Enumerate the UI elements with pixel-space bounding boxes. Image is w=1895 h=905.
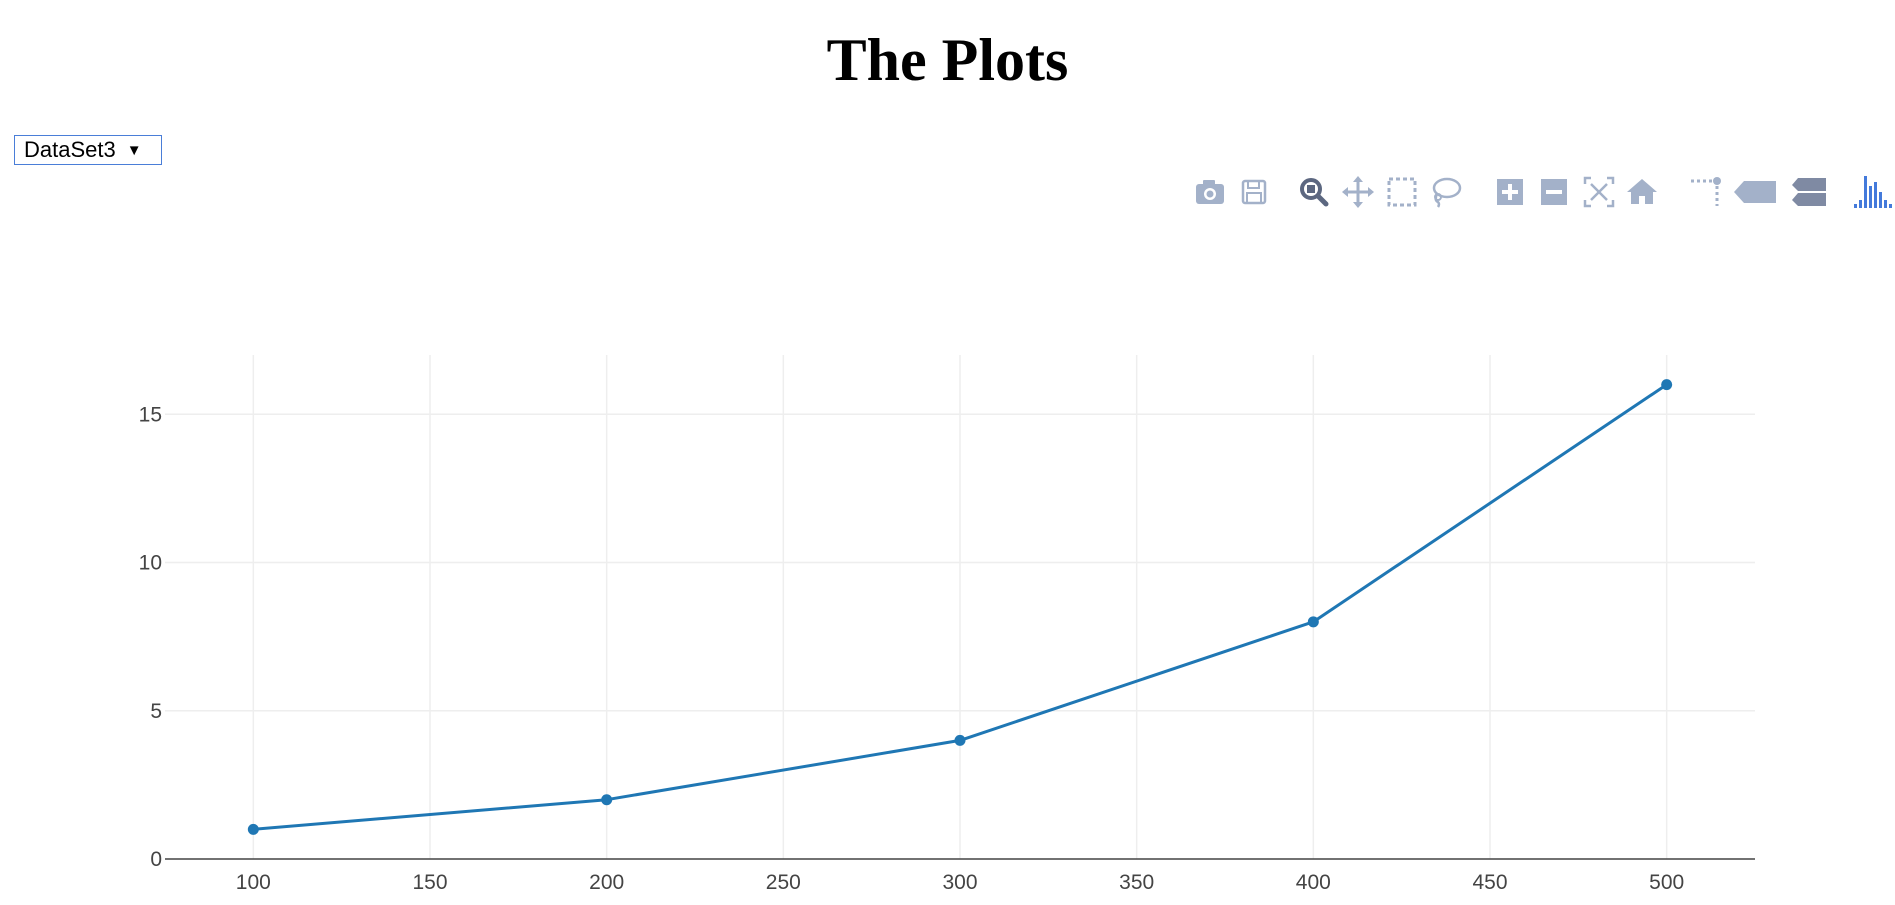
zoom-out-button[interactable]	[1534, 172, 1574, 212]
pan-button[interactable]	[1338, 172, 1378, 212]
zoom-out-icon	[1541, 179, 1567, 205]
data-point	[247, 823, 259, 835]
plotly-logo-icon	[1854, 176, 1892, 208]
dataset-dropdown[interactable]: DataSet3 ▼	[14, 135, 162, 165]
data-point	[1307, 616, 1319, 628]
x-tick-label: 300	[942, 871, 977, 894]
lasso-select-button[interactable]	[1426, 172, 1466, 212]
dropdown-arrow-icon: ▼	[126, 141, 142, 159]
hover-closest-button[interactable]	[1730, 172, 1780, 212]
data-point	[1661, 379, 1673, 391]
reset-axes-button[interactable]	[1622, 172, 1662, 212]
page-title: The Plots	[826, 27, 1069, 93]
x-tick-label: 150	[412, 871, 447, 894]
y-tick-label: 10	[139, 552, 162, 575]
box-select-button[interactable]	[1382, 172, 1422, 212]
zoom-in-icon	[1497, 179, 1523, 205]
x-tick-label: 100	[236, 871, 271, 894]
zoom-button[interactable]	[1294, 172, 1334, 212]
autoscale-button[interactable]	[1579, 172, 1619, 212]
zoom-in-button[interactable]	[1490, 172, 1530, 212]
hover-compare-icon	[1792, 178, 1826, 206]
spike-lines-button[interactable]	[1686, 172, 1726, 212]
data-point	[954, 734, 966, 746]
x-tick-label: 400	[1296, 871, 1331, 894]
lasso-select-icon	[1432, 177, 1462, 208]
zoom-icon	[1300, 178, 1329, 207]
autoscale-icon	[1583, 176, 1615, 208]
x-tick-label: 350	[1119, 871, 1154, 894]
pan-icon	[1342, 176, 1374, 208]
plot-modebar	[1190, 172, 1895, 212]
y-tick-label: 0	[150, 848, 162, 871]
x-tick-label: 500	[1649, 871, 1684, 894]
reset-axes-icon	[1627, 179, 1657, 204]
spike-lines-icon	[1691, 177, 1721, 206]
save-button[interactable]	[1234, 172, 1274, 212]
hover-compare-button[interactable]	[1790, 172, 1830, 212]
x-tick-label: 450	[1472, 871, 1507, 894]
x-tick-label: 200	[589, 871, 624, 894]
y-tick-label: 15	[139, 403, 162, 426]
box-select-icon	[1387, 177, 1417, 207]
dataset-selected-value: DataSet3	[24, 137, 116, 162]
save-icon	[1241, 179, 1267, 205]
camera-button[interactable]	[1190, 172, 1230, 212]
x-tick-label: 250	[766, 871, 801, 894]
plotly-logo-link[interactable]	[1850, 172, 1895, 212]
data-point	[601, 794, 613, 806]
camera-icon	[1196, 180, 1224, 204]
hover-closest-icon	[1734, 181, 1776, 203]
y-tick-label: 5	[150, 700, 162, 723]
